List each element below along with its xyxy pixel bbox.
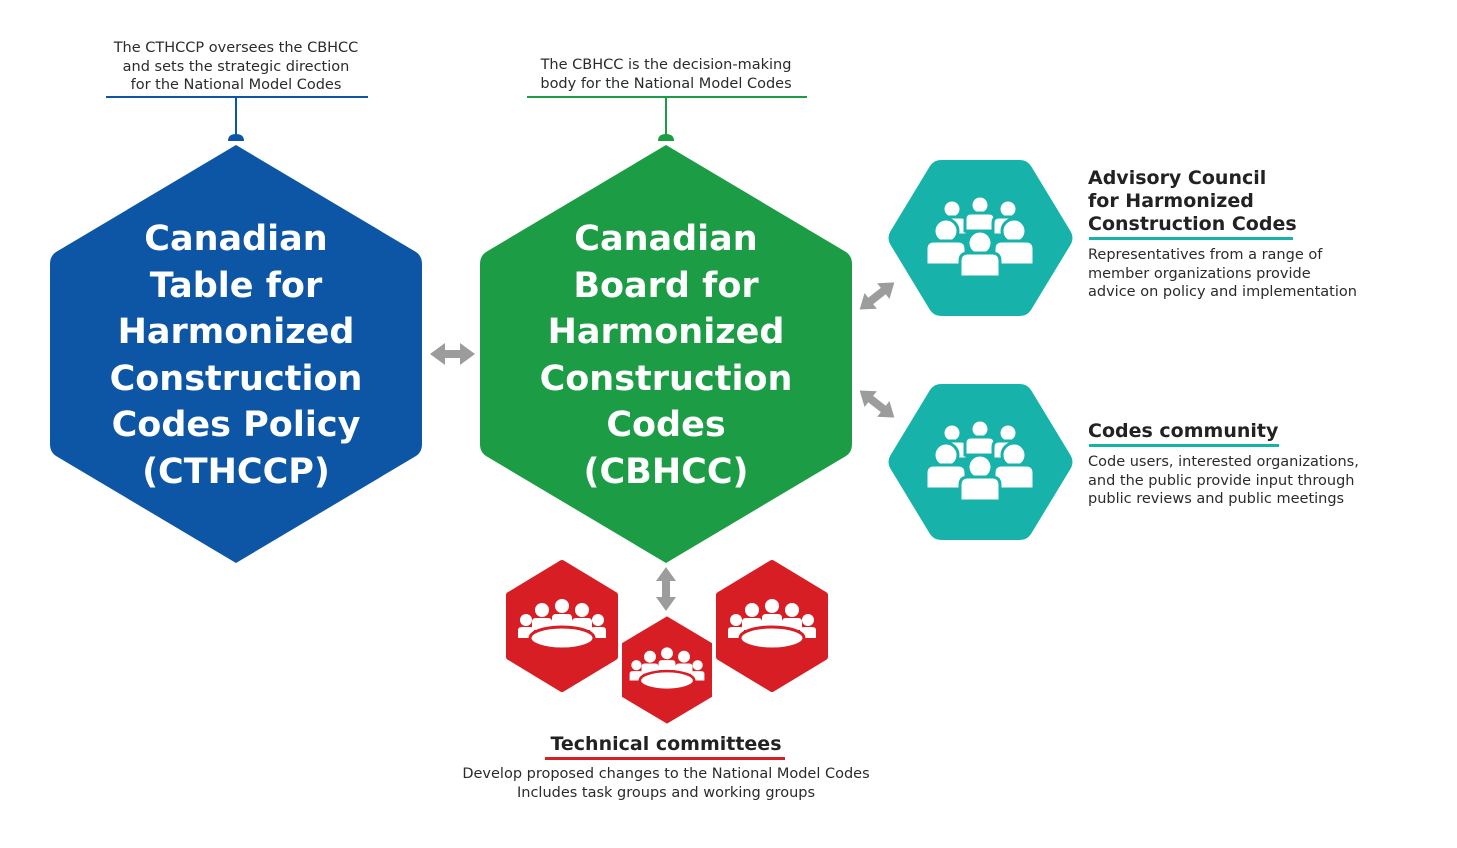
cthccp-title: Canadian Table for Harmonized Constructi… [60,216,412,495]
title-line: Table for [149,265,323,306]
double-arrow-icon [859,282,895,310]
note-line: and sets the strategic direction [122,58,350,75]
title-line: Advisory Council [1088,167,1267,189]
desc-line: advice on policy and implementation [1088,284,1357,300]
title-line: Codes [606,405,726,445]
title-line: Board for [573,265,759,306]
desc-line: Includes task groups and working groups [516,784,816,801]
double-arrow-icon [430,343,475,365]
note-line: The CBHCC is the decision-making [540,57,792,73]
note-line: for the National Model Codes [130,77,342,93]
technical-title: Technical committees [550,733,782,755]
title-line: Construction Codes [1088,213,1297,235]
title-line: Harmonized [547,312,785,352]
cbhcc-hexagon [480,145,852,563]
cbhcc-title: Canadian Board for Harmonized Constructi… [490,216,842,495]
title-line: Construction [539,358,793,399]
committee-hexagon-center [618,612,716,728]
group-people-icon [926,420,1034,501]
double-arrow-icon [859,390,895,418]
community-underline [1089,444,1279,447]
title-line: for Harmonized [1088,190,1254,212]
desc-line: member organizations provide [1088,265,1311,282]
technical-description: Develop proposed changes to the National… [416,765,916,802]
community-title: Codes community [1088,420,1388,443]
cthccp-note-underline [106,96,368,98]
cthccp-hexagon [50,145,422,563]
title-line: Codes community [1088,420,1279,442]
desc-line: and the public provide input through [1088,472,1355,489]
title-line: Harmonized [117,312,355,352]
technical-underline [545,757,785,760]
desc-line: public reviews and public meetings [1088,491,1345,507]
committee-hexagon-left [506,560,618,692]
advisory-hexagon [888,160,1073,316]
advisory-underline [1089,237,1293,240]
double-arrow-icon [656,567,676,611]
cthccp-note: The CTHCCP oversees the CBHCC and sets t… [96,39,376,95]
title-line: Canadian [574,219,758,259]
desc-line: Representatives from a range of [1088,247,1323,263]
title-line: Canadian [144,219,328,259]
desc-line: Develop proposed changes to the National… [462,766,870,782]
title-line: (CBHCC) [583,451,749,492]
note-line: The CTHCCP oversees the CBHCC [113,40,359,56]
cbhcc-note: The CBHCC is the decision-making body fo… [516,56,816,93]
committee-hexagon-right [716,560,828,692]
group-people-icon [926,196,1034,277]
title-line: Construction [109,358,363,399]
advisory-title: Advisory Council for Harmonized Construc… [1088,167,1388,236]
advisory-description: Representatives from a range of member o… [1088,246,1428,302]
title-line: Codes Policy [111,405,361,445]
community-description: Code users, interested organizations, an… [1088,453,1428,509]
cbhcc-note-underline [527,96,807,98]
title-line: (CTHCCP) [142,451,330,492]
desc-line: Code users, interested organizations, [1088,454,1359,470]
community-hexagon [888,384,1073,540]
note-line: body for the National Model Codes [540,75,792,92]
